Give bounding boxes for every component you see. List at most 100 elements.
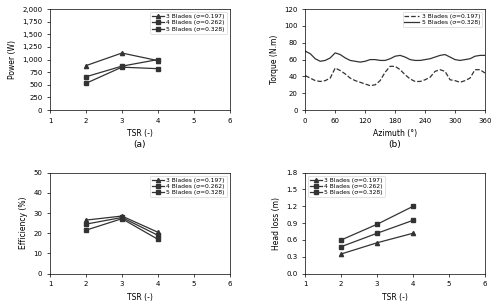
Legend: 3 Blades (σ=0.197), 5 Blades (σ=0.328): 3 Blades (σ=0.197), 5 Blades (σ=0.328) — [402, 12, 482, 27]
X-axis label: TSR (-): TSR (-) — [127, 129, 153, 138]
3 Blades (σ=0.197) — [352, 79, 358, 82]
5 Blades (σ=0.328) — [432, 55, 438, 59]
Line: 3 Blades (σ=0.197): 3 Blades (σ=0.197) — [84, 51, 160, 68]
Y-axis label: Torque (N.m): Torque (N.m) — [270, 35, 278, 84]
3 Blades (σ=0.197) — [322, 79, 328, 82]
Y-axis label: Power (W): Power (W) — [8, 40, 16, 79]
3 Blades (σ=0.197) — [317, 80, 323, 83]
3 Blades (σ=0.197) — [387, 64, 393, 68]
X-axis label: TSR (-): TSR (-) — [382, 293, 408, 302]
3 Blades (σ=0.197) — [402, 73, 408, 77]
3 Blades (σ=0.197) — [412, 80, 418, 83]
3 Blades (σ=0.197) — [367, 84, 373, 88]
5 Blades (σ=0.328) — [382, 59, 388, 62]
Line: 5 Blades (σ=0.328): 5 Blades (σ=0.328) — [84, 65, 160, 85]
Y-axis label: Head loss (m): Head loss (m) — [272, 197, 281, 250]
3 Blades (σ=0.197) — [382, 71, 388, 74]
5 Blades (σ=0.328) — [332, 51, 338, 55]
5 Blades (σ=0.328) — [417, 59, 423, 62]
5 Blades (σ=0.328) — [317, 60, 323, 63]
5 Blades (σ=0.328) — [362, 60, 368, 63]
5 Blades (σ=0.328) — [377, 59, 383, 62]
3 Blades (σ=0.197) — [397, 68, 403, 71]
3 Blades (σ=0.197) — [155, 230, 161, 234]
X-axis label: Azimuth (°): Azimuth (°) — [373, 129, 417, 138]
5 Blades (σ=0.328) — [477, 54, 483, 57]
5 Blades (σ=0.328) — [462, 58, 468, 61]
Y-axis label: Efficiency (%): Efficiency (%) — [19, 197, 28, 249]
Line: 3 Blades (σ=0.197): 3 Blades (σ=0.197) — [84, 214, 160, 234]
3 Blades (σ=0.197) — [338, 252, 344, 256]
3 Blades (σ=0.197) — [377, 79, 383, 82]
3 Blades (σ=0.197) — [417, 80, 423, 83]
5 Blades (σ=0.328) — [422, 58, 428, 61]
Line: 4 Blades (σ=0.262): 4 Blades (σ=0.262) — [339, 218, 415, 249]
Line: 5 Blades (σ=0.328): 5 Blades (σ=0.328) — [305, 51, 485, 62]
5 Blades (σ=0.328) — [402, 55, 408, 59]
Text: (b): (b) — [388, 140, 402, 149]
5 Blades (σ=0.328) — [472, 54, 478, 58]
3 Blades (σ=0.197) — [437, 68, 443, 71]
3 Blades (σ=0.197) — [372, 83, 378, 87]
Legend: 3 Blades (σ=0.197), 4 Blades (σ=0.262), 5 Blades (σ=0.328): 3 Blades (σ=0.197), 4 Blades (σ=0.262), … — [150, 176, 227, 197]
4 Blades (σ=0.262) — [119, 64, 125, 68]
5 Blades (σ=0.328) — [352, 60, 358, 63]
5 Blades (σ=0.328) — [412, 59, 418, 62]
3 Blades (σ=0.197) — [347, 76, 353, 80]
4 Blades (σ=0.262) — [410, 219, 416, 222]
3 Blades (σ=0.197) — [407, 77, 413, 81]
Line: 5 Blades (σ=0.328): 5 Blades (σ=0.328) — [84, 217, 160, 241]
5 Blades (σ=0.328) — [442, 53, 448, 56]
Text: (a): (a) — [134, 140, 146, 149]
5 Blades (σ=0.328) — [397, 54, 403, 57]
3 Blades (σ=0.197) — [83, 218, 89, 222]
5 Blades (σ=0.328) — [342, 56, 348, 60]
5 Blades (σ=0.328) — [457, 59, 463, 62]
5 Blades (σ=0.328) — [312, 57, 318, 60]
3 Blades (σ=0.197) — [427, 75, 433, 79]
5 Blades (σ=0.328) — [338, 238, 344, 242]
3 Blades (σ=0.197) — [477, 68, 483, 71]
3 Blades (σ=0.197) — [357, 81, 363, 84]
3 Blades (σ=0.197) — [462, 79, 468, 82]
5 Blades (σ=0.328) — [447, 55, 453, 59]
3 Blades (σ=0.197) — [392, 64, 398, 68]
3 Blades (σ=0.197) — [342, 72, 348, 76]
5 Blades (σ=0.328) — [437, 54, 443, 57]
3 Blades (σ=0.197) — [457, 81, 463, 84]
5 Blades (σ=0.328) — [357, 60, 363, 64]
3 Blades (σ=0.197) — [482, 71, 488, 75]
4 Blades (σ=0.262) — [119, 216, 125, 219]
4 Blades (σ=0.262) — [155, 58, 161, 61]
5 Blades (σ=0.328) — [337, 53, 343, 56]
5 Blades (σ=0.328) — [387, 57, 393, 60]
5 Blades (σ=0.328) — [83, 228, 89, 232]
3 Blades (σ=0.197) — [119, 214, 125, 218]
5 Blades (σ=0.328) — [367, 58, 373, 61]
Legend: 3 Blades (σ=0.197), 4 Blades (σ=0.262), 5 Blades (σ=0.328): 3 Blades (σ=0.197), 4 Blades (σ=0.262), … — [150, 12, 227, 34]
3 Blades (σ=0.197) — [302, 74, 308, 78]
Line: 5 Blades (σ=0.328): 5 Blades (σ=0.328) — [339, 204, 415, 242]
5 Blades (σ=0.328) — [410, 205, 416, 208]
Legend: 3 Blades (σ=0.197), 4 Blades (σ=0.262), 5 Blades (σ=0.328): 3 Blades (σ=0.197), 4 Blades (σ=0.262), … — [308, 176, 384, 197]
3 Blades (σ=0.197) — [119, 51, 125, 55]
4 Blades (σ=0.262) — [155, 233, 161, 237]
3 Blades (σ=0.197) — [472, 68, 478, 71]
4 Blades (σ=0.262) — [83, 75, 89, 78]
5 Blades (σ=0.328) — [374, 223, 380, 226]
5 Blades (σ=0.328) — [155, 67, 161, 71]
5 Blades (σ=0.328) — [452, 58, 458, 61]
4 Blades (σ=0.262) — [374, 231, 380, 235]
4 Blades (σ=0.262) — [83, 222, 89, 226]
5 Blades (σ=0.328) — [83, 81, 89, 85]
3 Blades (σ=0.197) — [432, 70, 438, 73]
5 Blades (σ=0.328) — [482, 54, 488, 57]
3 Blades (σ=0.197) — [374, 241, 380, 245]
5 Blades (σ=0.328) — [407, 58, 413, 61]
Line: 3 Blades (σ=0.197): 3 Blades (σ=0.197) — [305, 66, 485, 86]
3 Blades (σ=0.197) — [362, 82, 368, 86]
5 Blades (σ=0.328) — [327, 56, 333, 60]
3 Blades (σ=0.197) — [155, 59, 161, 62]
5 Blades (σ=0.328) — [392, 54, 398, 58]
5 Blades (σ=0.328) — [347, 59, 353, 62]
